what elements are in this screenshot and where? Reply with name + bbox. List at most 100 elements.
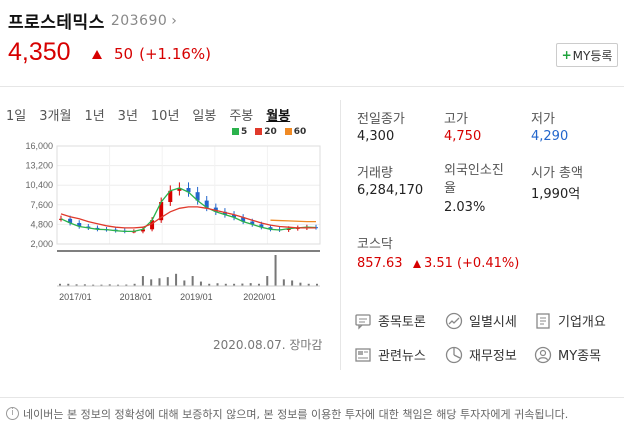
info-icon: i [6, 407, 19, 420]
period-tab[interactable]: 일봉 [192, 109, 217, 124]
daily-price-link[interactable]: 일별시세 [445, 311, 517, 330]
period-tab[interactable]: 1일 [6, 109, 27, 124]
volume-bar [274, 255, 277, 286]
candle-body [177, 188, 182, 191]
candle-body [250, 221, 255, 225]
volume-bar [125, 284, 128, 286]
company-overview-link[interactable]: 기업개요 [534, 311, 606, 330]
legend-swatch [284, 128, 292, 135]
stock-chart[interactable]: 16,000 13,200 10,400 7,600 4,800 2,000 2017/01… [0, 136, 330, 306]
disclaimer-text: 네이버는 본 정보의 정확성에 대해 보증하지 않으며, 본 정보를 이용한 투… [23, 407, 569, 421]
related-news-link[interactable]: 관련뉴스 [354, 345, 426, 364]
x-tick-label: 2020/01 [243, 292, 276, 302]
related-news-label: 관련뉴스 [378, 349, 426, 364]
period-tabs: 1일 3개월 1년 3년 10년 일봉 주봉 월봉 [6, 105, 303, 124]
ma-legend: 5 20 60 [232, 127, 306, 137]
change-amount: 50 [114, 45, 134, 63]
stock-discussion-label: 종목토론 [378, 315, 426, 330]
y-tick-label: 10,400 [25, 180, 53, 190]
volume-bar [150, 279, 153, 286]
volume-bar [158, 278, 161, 286]
x-tick-label: 2017/01 [59, 292, 92, 302]
mcap-label: 시가 총액 [531, 166, 583, 181]
stock-discussion-link[interactable]: 종목토론 [354, 311, 426, 330]
price-change: 50 (+1.16%) [92, 45, 211, 63]
financial-info-link[interactable]: 재무정보 [445, 345, 517, 364]
volume-bar [291, 280, 294, 286]
change-percent: (+1.16%) [139, 45, 212, 63]
legend-label: 20 [264, 127, 277, 137]
document-icon [536, 312, 550, 329]
up-arrow-icon [92, 49, 102, 59]
candle-body [204, 200, 209, 208]
pie-chart-icon [445, 346, 463, 363]
y-tick-label: 13,200 [25, 161, 53, 171]
candle-body [222, 211, 227, 215]
y-tick-label: 16,000 [25, 141, 53, 151]
candle-body [232, 214, 237, 218]
volume-bar [75, 284, 78, 286]
y-tick-label: 2,000 [30, 239, 53, 249]
period-tab[interactable]: 주봉 [229, 109, 254, 124]
plus-icon: + [561, 48, 572, 62]
volume-bar [282, 279, 285, 286]
volume-label: 거래량 [357, 166, 393, 181]
stock-code: 203690 [110, 12, 168, 29]
ma-line [60, 206, 316, 229]
candle-body [95, 227, 100, 230]
financial-info-label: 재무정보 [469, 349, 517, 364]
stock-name: 프로스테믹스 [8, 13, 105, 33]
kosdaq-change-percent: (+0.41%) [456, 256, 520, 271]
chat-icon [355, 313, 371, 330]
volume-bar [233, 283, 236, 286]
kosdaq-label: 코스닥 [357, 237, 393, 252]
volume-bar [166, 277, 169, 286]
period-tab[interactable]: 10년 [150, 109, 180, 124]
mcap-value: 1,990억 [531, 187, 581, 202]
volume-bar [59, 283, 61, 286]
foreign-label-line2: 율 [444, 181, 456, 196]
volume-bar [175, 273, 178, 286]
volume-bar [216, 283, 219, 286]
volume-bar [299, 282, 302, 286]
volume-bar [133, 283, 136, 286]
trend-icon [445, 312, 463, 329]
volume-bar [67, 283, 70, 286]
period-tab[interactable]: 월봉 [266, 109, 291, 124]
candle-body [168, 190, 173, 202]
prev-close-value: 4,300 [357, 129, 395, 144]
foreign-value: 2.03% [444, 200, 486, 215]
chevron-right-icon: › [171, 12, 178, 29]
period-tab[interactable]: 3개월 [39, 109, 72, 124]
foreign-label-line1: 외국인소진 [444, 163, 504, 178]
candle-body [77, 223, 82, 227]
candle-body [241, 217, 246, 222]
kosdaq-value: 857.63 [357, 256, 403, 271]
kosdaq-change: 3.51 (+0.41%) [413, 256, 519, 271]
period-tab[interactable]: 3년 [117, 109, 138, 124]
stock-header[interactable]: 프로스테믹스 203690 › [8, 8, 178, 34]
volume-bar [224, 283, 227, 286]
legend-item: 5 [232, 127, 247, 137]
legend-item: 60 [284, 127, 306, 137]
volume-bar [83, 284, 86, 286]
candle-body [68, 218, 73, 223]
volume-value: 6,284,170 [357, 183, 424, 198]
daily-price-label: 일별시세 [469, 315, 517, 330]
volume-bar [199, 281, 202, 286]
legend-swatch [255, 128, 263, 135]
x-tick-label: 2018/01 [120, 292, 153, 302]
volume-bar [257, 283, 260, 286]
company-overview-label: 기업개요 [558, 315, 606, 330]
my-register-button[interactable]: + MY등록 [556, 43, 618, 67]
header-divider [0, 86, 624, 87]
my-stocks-link[interactable]: MY종목 [534, 345, 601, 364]
current-price: 4,350 [8, 38, 71, 66]
candle-body [140, 229, 145, 232]
volume-bar [183, 280, 186, 286]
ma-line [270, 219, 316, 223]
period-tab[interactable]: 1년 [84, 109, 105, 124]
candle-body [186, 188, 191, 193]
legend-swatch [232, 128, 239, 135]
y-tick-label: 4,800 [30, 219, 53, 229]
